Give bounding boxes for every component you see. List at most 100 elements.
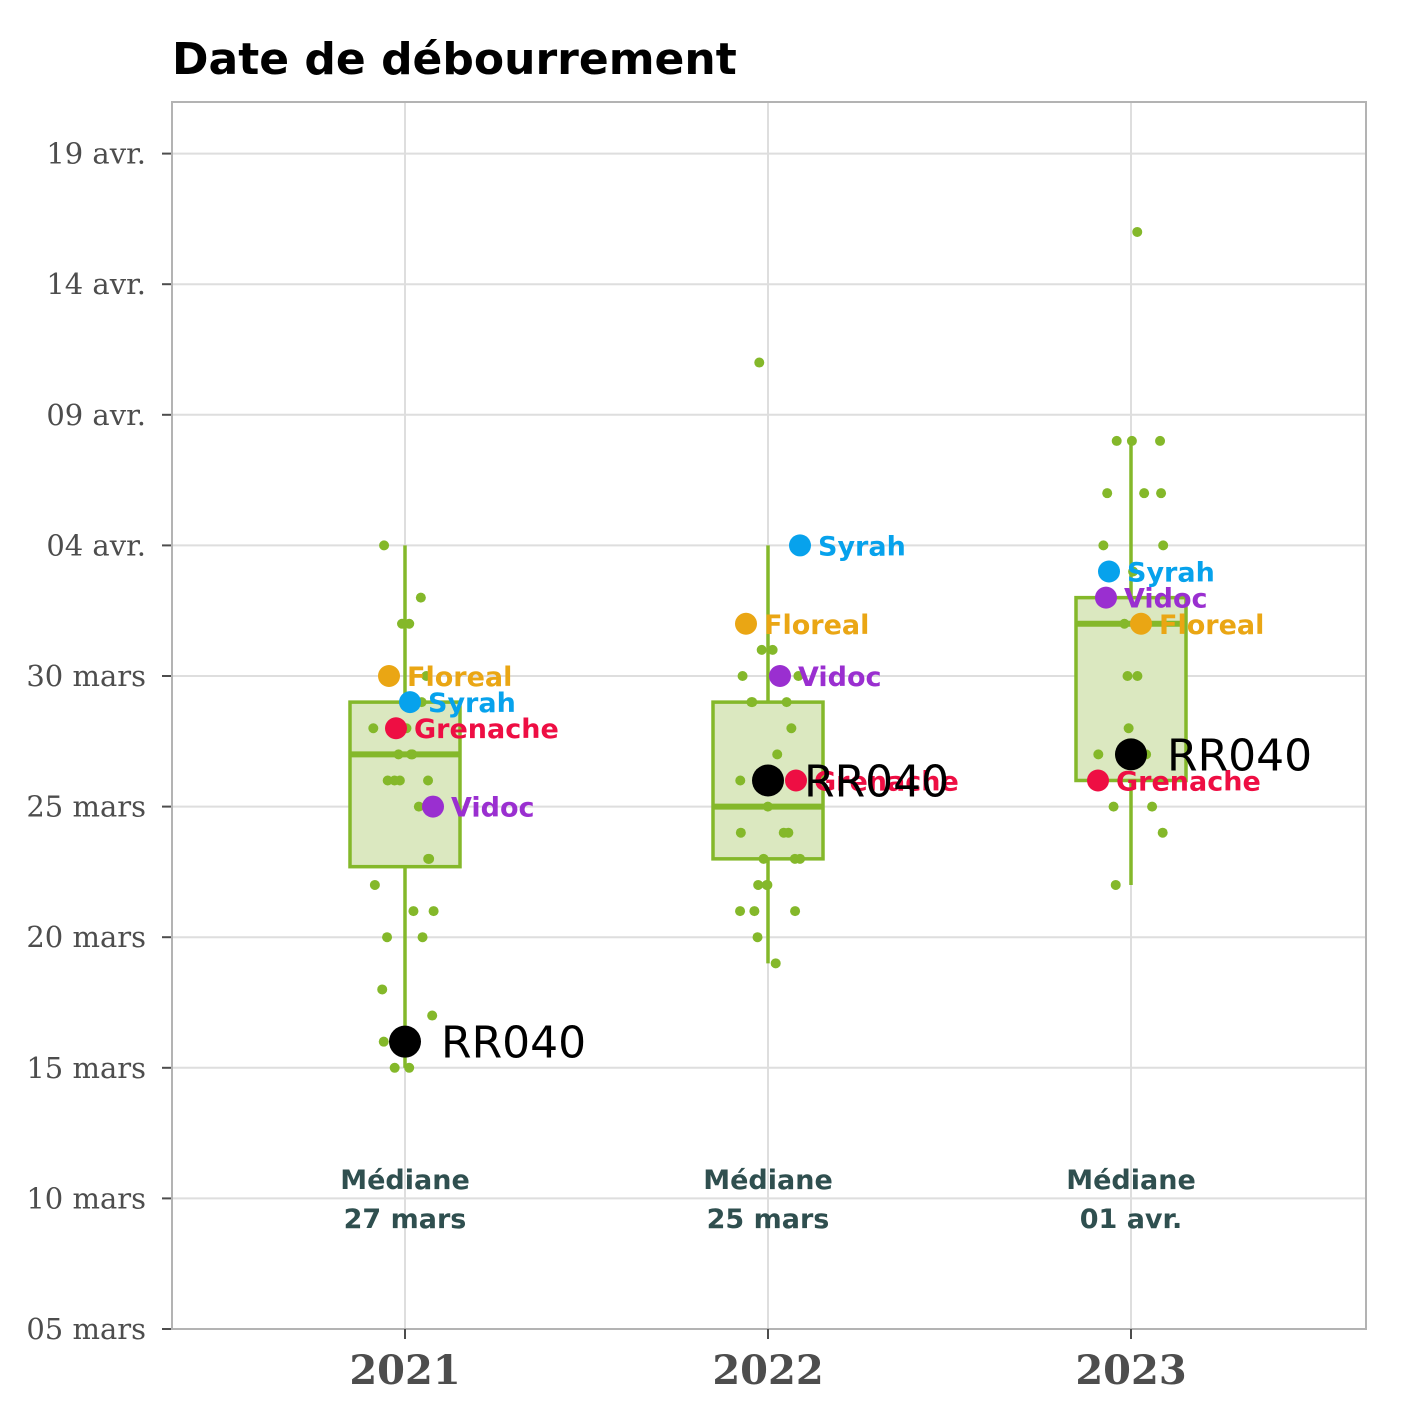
median-heading: Médiane bbox=[703, 1165, 833, 1196]
reference-point-floreal bbox=[378, 665, 400, 687]
jitter-point bbox=[762, 801, 773, 812]
jitter-point bbox=[1139, 488, 1150, 499]
jitter-point bbox=[1147, 801, 1158, 812]
focus-label: RR040 bbox=[441, 1018, 586, 1069]
y-tick-label: 19 avr. bbox=[46, 137, 146, 171]
jitter-point bbox=[1126, 435, 1137, 446]
jitter-point bbox=[762, 879, 773, 890]
jitter-point bbox=[423, 853, 434, 864]
reference-point-syrah bbox=[399, 691, 421, 714]
x-tick-label: 2023 bbox=[1075, 1347, 1186, 1394]
jitter-points bbox=[368, 226, 1169, 1073]
reference-label-floreal: Floreal bbox=[407, 662, 512, 693]
y-tick-label: 30 mars bbox=[26, 659, 146, 693]
reference-label-syrah: Syrah bbox=[428, 688, 516, 719]
reference-label-syrah: Syrah bbox=[1127, 558, 1215, 589]
jitter-point bbox=[1157, 827, 1168, 838]
x-axis-tick-labels: 2021 2022 2023 bbox=[349, 1329, 1187, 1394]
chart-title: Date de débourrement bbox=[172, 34, 737, 85]
reference-label-floreal: Floreal bbox=[1159, 610, 1264, 641]
jitter-point bbox=[735, 827, 746, 838]
reference-label-grenache: Grenache bbox=[814, 766, 959, 797]
y-tick-label: 05 mars bbox=[26, 1312, 146, 1346]
y-tick-label: 09 avr. bbox=[46, 398, 146, 432]
y-tick-label: 04 avr. bbox=[46, 528, 146, 562]
median-value: 01 avr. bbox=[1080, 1204, 1183, 1235]
jitter-point bbox=[756, 644, 767, 655]
jitter-point bbox=[423, 775, 434, 786]
jitter-point bbox=[1158, 540, 1169, 551]
median-value: 25 mars bbox=[707, 1204, 830, 1235]
y-tick-label: 10 mars bbox=[26, 1181, 146, 1215]
y-tick-label: 25 mars bbox=[26, 790, 146, 824]
focus-point bbox=[752, 764, 784, 797]
jitter-point bbox=[408, 906, 419, 917]
jitter-point bbox=[394, 775, 405, 786]
jitter-point bbox=[735, 775, 746, 786]
focus-label: RR040 bbox=[804, 756, 949, 807]
jitter-point bbox=[789, 853, 800, 864]
jitter-point bbox=[1119, 618, 1130, 629]
y-tick-label: 20 mars bbox=[26, 920, 146, 954]
reference-point-floreal bbox=[735, 612, 757, 635]
reference-point-vidoc bbox=[769, 665, 791, 687]
jitter-point bbox=[417, 932, 428, 943]
jitter-point bbox=[752, 932, 763, 943]
jitter-point bbox=[404, 1062, 415, 1073]
jitter-point bbox=[428, 906, 439, 917]
median-value: 27 mars bbox=[344, 1204, 467, 1235]
jitter-point bbox=[767, 644, 778, 655]
median-heading: Médiane bbox=[1066, 1165, 1196, 1196]
x-tick-label: 2022 bbox=[712, 1347, 823, 1394]
focus-point bbox=[1115, 738, 1147, 771]
jitter-point bbox=[404, 618, 415, 629]
jitter-point bbox=[737, 671, 748, 681]
jitter-point bbox=[382, 932, 393, 943]
jitter-point bbox=[772, 749, 783, 760]
reference-point-syrah bbox=[1098, 560, 1120, 583]
reference-point-grenache bbox=[785, 769, 807, 792]
jitter-point bbox=[1111, 435, 1122, 446]
focus-variety: RR040 RR040 RR040 bbox=[389, 730, 1312, 1069]
jitter-point bbox=[747, 697, 758, 708]
jitter-point bbox=[415, 592, 426, 603]
reference-point-grenache bbox=[1087, 769, 1109, 792]
reference-point-vidoc bbox=[422, 795, 444, 818]
jitter-point bbox=[1132, 226, 1143, 237]
jitter-point bbox=[397, 618, 408, 629]
jitter-point bbox=[753, 879, 764, 890]
jitter-point bbox=[778, 827, 789, 838]
jitter-point bbox=[1110, 879, 1121, 890]
jitter-point bbox=[1098, 540, 1109, 551]
jitter-point bbox=[1108, 801, 1119, 812]
jitter-point bbox=[749, 906, 760, 917]
median-annotations: Médiane 27 mars Médiane 25 mars Médiane 01 av… bbox=[340, 1165, 1196, 1235]
reference-label-floreal: Floreal bbox=[764, 610, 869, 641]
jitter-point bbox=[1102, 488, 1113, 499]
focus-label: RR040 bbox=[1167, 730, 1312, 781]
reference-point-floreal bbox=[1130, 612, 1152, 635]
jitter-point bbox=[421, 671, 432, 681]
jitter-point bbox=[793, 671, 804, 681]
jitter-point bbox=[1093, 749, 1104, 760]
jitter-point bbox=[368, 723, 379, 734]
jitter-point bbox=[786, 723, 797, 734]
reference-label-grenache: Grenache bbox=[414, 714, 559, 745]
jitter-point bbox=[770, 958, 781, 969]
reference-point-vidoc bbox=[1095, 586, 1117, 609]
x-tick-label: 2021 bbox=[349, 1347, 460, 1394]
jitter-point bbox=[781, 697, 792, 708]
jitter-point bbox=[754, 357, 765, 368]
jitter-point bbox=[427, 1010, 438, 1021]
jitter-point bbox=[393, 749, 404, 760]
jitter-point bbox=[1123, 723, 1134, 734]
y-tick-label: 14 avr. bbox=[46, 267, 146, 301]
reference-label-grenache: Grenache bbox=[1116, 766, 1261, 797]
focus-point bbox=[389, 1025, 421, 1058]
jitter-point bbox=[407, 749, 418, 760]
jitter-point bbox=[1132, 671, 1143, 681]
jitter-point bbox=[735, 906, 746, 917]
jitter-point bbox=[790, 906, 801, 917]
